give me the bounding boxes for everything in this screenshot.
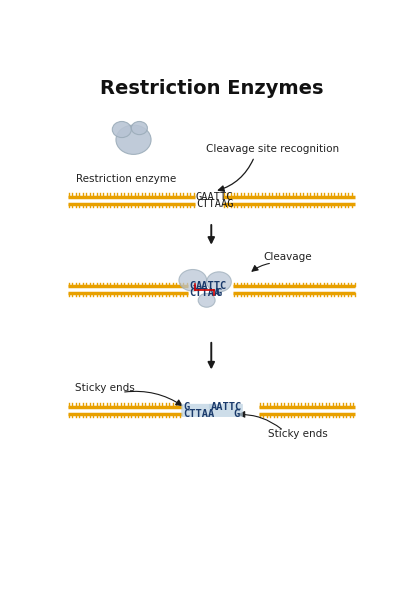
Text: CTTAA: CTTAA bbox=[190, 288, 221, 298]
Text: AATTC: AATTC bbox=[211, 402, 242, 412]
Text: Restriction enzyme: Restriction enzyme bbox=[76, 175, 176, 184]
Text: G: G bbox=[215, 288, 221, 298]
Text: Sticky ends: Sticky ends bbox=[268, 429, 328, 439]
Text: G: G bbox=[183, 402, 190, 412]
Text: Cleavage site recognition: Cleavage site recognition bbox=[206, 144, 339, 154]
Ellipse shape bbox=[198, 293, 215, 307]
Ellipse shape bbox=[179, 269, 206, 291]
Text: Cleavage: Cleavage bbox=[263, 252, 312, 262]
FancyBboxPatch shape bbox=[181, 404, 212, 417]
Text: CTTAAG: CTTAAG bbox=[196, 199, 233, 209]
Text: GAATTC: GAATTC bbox=[196, 192, 233, 202]
Text: AATTC: AATTC bbox=[196, 281, 227, 291]
Text: G: G bbox=[234, 409, 240, 419]
Ellipse shape bbox=[112, 121, 131, 137]
FancyBboxPatch shape bbox=[209, 404, 243, 417]
Text: CTTAA: CTTAA bbox=[183, 409, 215, 419]
Ellipse shape bbox=[116, 125, 151, 154]
Text: Restriction Enzymes: Restriction Enzymes bbox=[100, 79, 323, 98]
Ellipse shape bbox=[131, 121, 147, 134]
Text: G: G bbox=[190, 281, 196, 291]
Text: Sticky ends: Sticky ends bbox=[75, 383, 135, 392]
Ellipse shape bbox=[206, 272, 231, 292]
